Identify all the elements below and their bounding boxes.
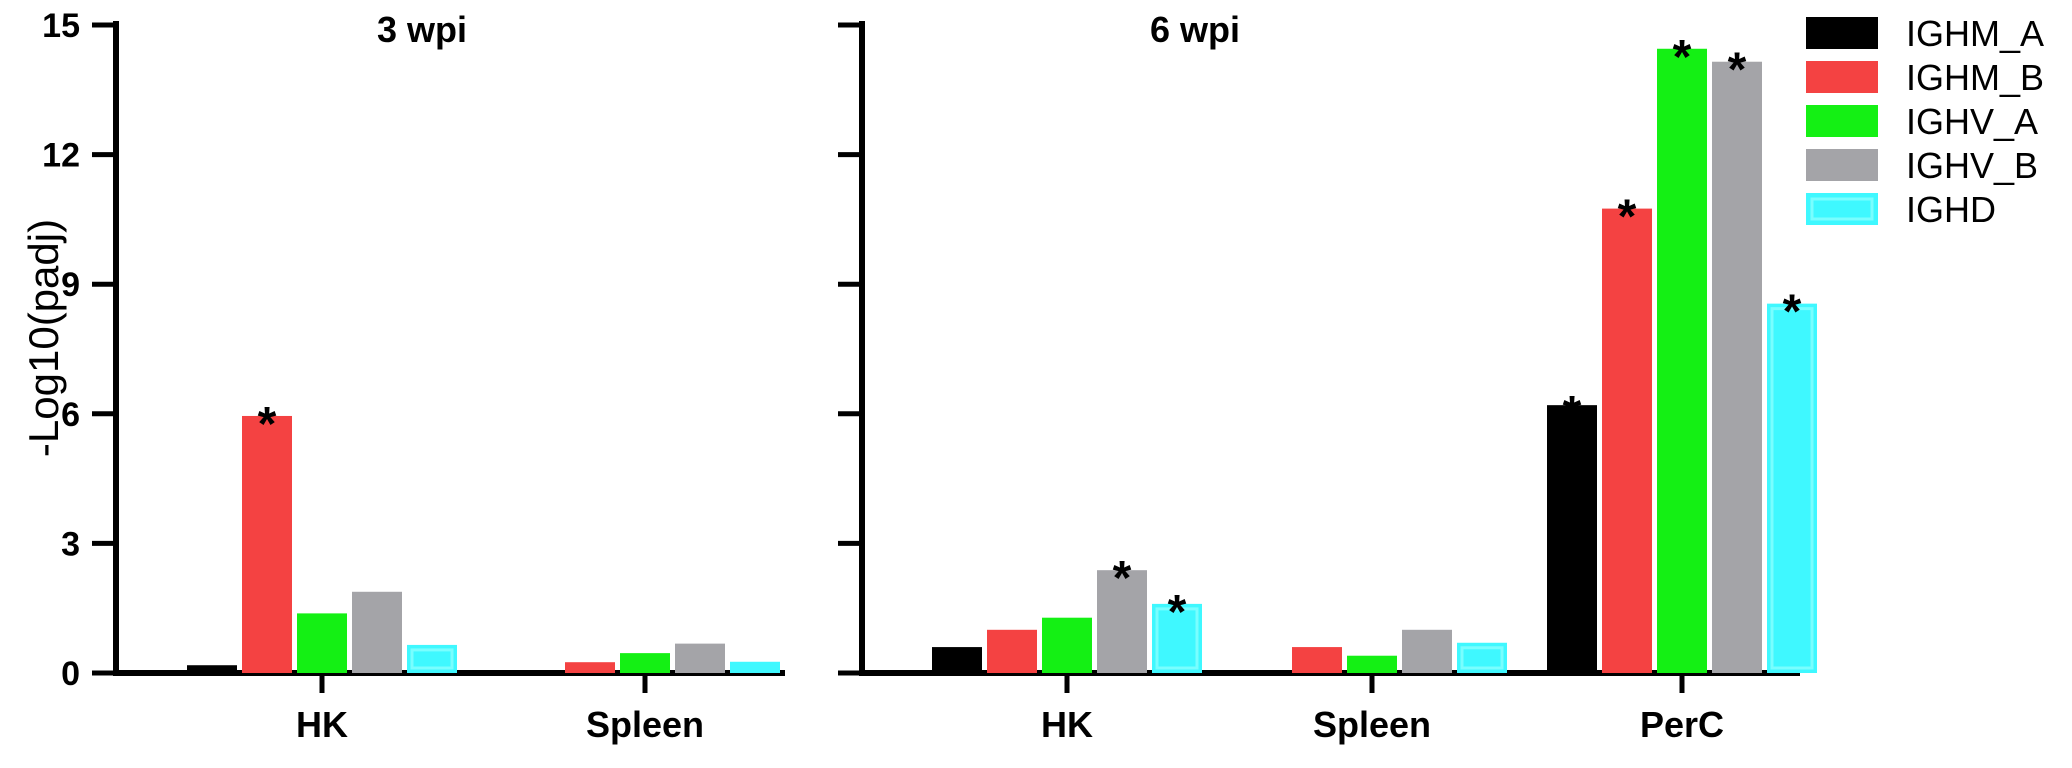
y-axis-title: -Log10(padj) <box>20 219 67 457</box>
bar <box>1402 629 1452 673</box>
legend-swatch <box>1806 61 1878 93</box>
bar <box>1547 405 1597 673</box>
bar-inner-border <box>1460 646 1504 670</box>
legend-label: IGHV_B <box>1906 145 2038 186</box>
y-tick-label: 12 <box>42 137 80 175</box>
bar <box>987 629 1037 673</box>
significance-star: * <box>1168 586 1187 639</box>
panel-title: 3 wpi <box>377 9 467 50</box>
legend-label: IGHM_B <box>1906 57 2044 98</box>
significance-star: * <box>1783 286 1802 339</box>
legend-swatch <box>1806 149 1878 181</box>
significance-star: * <box>1618 191 1637 244</box>
bar <box>565 662 615 673</box>
legend-label: IGHV_A <box>1906 101 2038 142</box>
legend-swatch <box>1806 105 1878 137</box>
bar <box>1767 303 1817 673</box>
bar <box>242 415 292 673</box>
bar <box>1602 208 1652 673</box>
significance-star: * <box>1113 552 1132 605</box>
x-tick-label: Spleen <box>1313 704 1431 745</box>
panel-title: 6 wpi <box>1150 9 1240 50</box>
bar <box>510 670 560 673</box>
bar <box>352 591 402 673</box>
bar <box>1097 570 1147 673</box>
bar <box>730 661 780 673</box>
y-tick-label: 15 <box>42 7 80 45</box>
significance-star: * <box>1563 387 1582 440</box>
bar <box>620 653 670 673</box>
bar <box>1152 603 1202 673</box>
y-tick-label: 3 <box>61 525 80 563</box>
bar <box>1042 617 1092 673</box>
bar <box>297 613 347 673</box>
bar-inner-border <box>1155 607 1199 670</box>
bar-inner-border <box>410 648 454 670</box>
legend-label: IGHD <box>1906 189 1996 230</box>
legend-swatch-border <box>1810 197 1874 221</box>
x-tick-label: Spleen <box>586 704 704 745</box>
x-tick-label: HK <box>296 704 348 745</box>
bar <box>1347 655 1397 673</box>
bar <box>1292 647 1342 673</box>
bar-inner-border <box>1770 307 1814 670</box>
panel-3-wpi: 3 wpi 0 3 6 9 12 15 HK Spleen * <box>42 7 785 745</box>
bar <box>1712 61 1762 674</box>
panel-6-wpi: 6 wpi HK Spleen PerC * * * * * * * <box>838 9 1817 745</box>
y-tick-label: 6 <box>61 396 80 434</box>
bar <box>675 643 725 673</box>
x-tick-label: PerC <box>1640 704 1724 745</box>
x-tick-label: HK <box>1041 704 1093 745</box>
bar <box>187 665 237 673</box>
significance-star: * <box>1673 31 1692 84</box>
y-tick-label: 9 <box>61 266 80 304</box>
significance-star: * <box>1728 44 1747 97</box>
y-tick-label: 0 <box>61 655 80 693</box>
significance-star: * <box>258 398 277 451</box>
bar <box>1657 48 1707 673</box>
legend-swatch <box>1806 17 1878 49</box>
bar <box>932 647 982 673</box>
legend-label: IGHM_A <box>1906 13 2044 54</box>
bar <box>1237 670 1287 673</box>
